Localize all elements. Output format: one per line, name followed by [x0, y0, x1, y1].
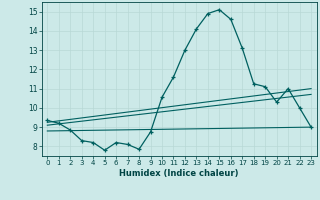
X-axis label: Humidex (Indice chaleur): Humidex (Indice chaleur): [119, 169, 239, 178]
